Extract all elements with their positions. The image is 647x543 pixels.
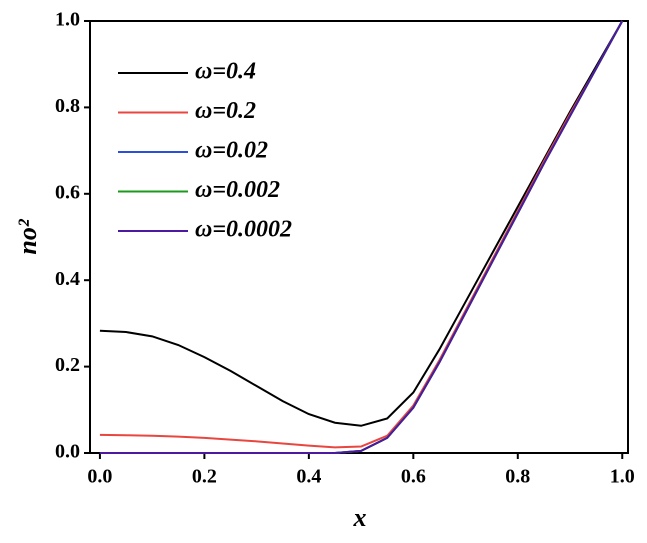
plot-frame <box>89 20 629 454</box>
series-line <box>99 20 624 454</box>
y-tick-label: 0.8 <box>55 95 80 117</box>
y-tick-label: 1.0 <box>55 9 80 31</box>
legend-label: ω=0.4 <box>195 59 256 85</box>
series-line <box>99 20 624 449</box>
legend-label: ω=0.02 <box>195 138 268 164</box>
legend-label: ω=0.0002 <box>195 217 292 243</box>
x-tick-label: 0.6 <box>401 466 426 488</box>
y-axis-label: no² <box>13 218 42 254</box>
y-tick-label: 0.4 <box>55 268 80 290</box>
x-tick-label: 0.0 <box>87 466 112 488</box>
y-tick-label: 0.0 <box>55 441 80 463</box>
series-line <box>99 20 624 427</box>
series-line <box>99 20 624 454</box>
x-tick-label: 1.0 <box>610 466 635 488</box>
legend-label: ω=0.002 <box>195 177 280 203</box>
series-line <box>99 20 624 454</box>
x-tick-label: 0.8 <box>505 466 530 488</box>
y-tick-label: 0.2 <box>55 354 80 376</box>
x-tick-label: 0.2 <box>192 466 217 488</box>
legend-label: ω=0.2 <box>195 98 256 124</box>
y-tick-label: 0.6 <box>55 181 80 203</box>
x-tick-label: 0.4 <box>296 466 321 488</box>
x-axis-label: x <box>353 503 367 532</box>
